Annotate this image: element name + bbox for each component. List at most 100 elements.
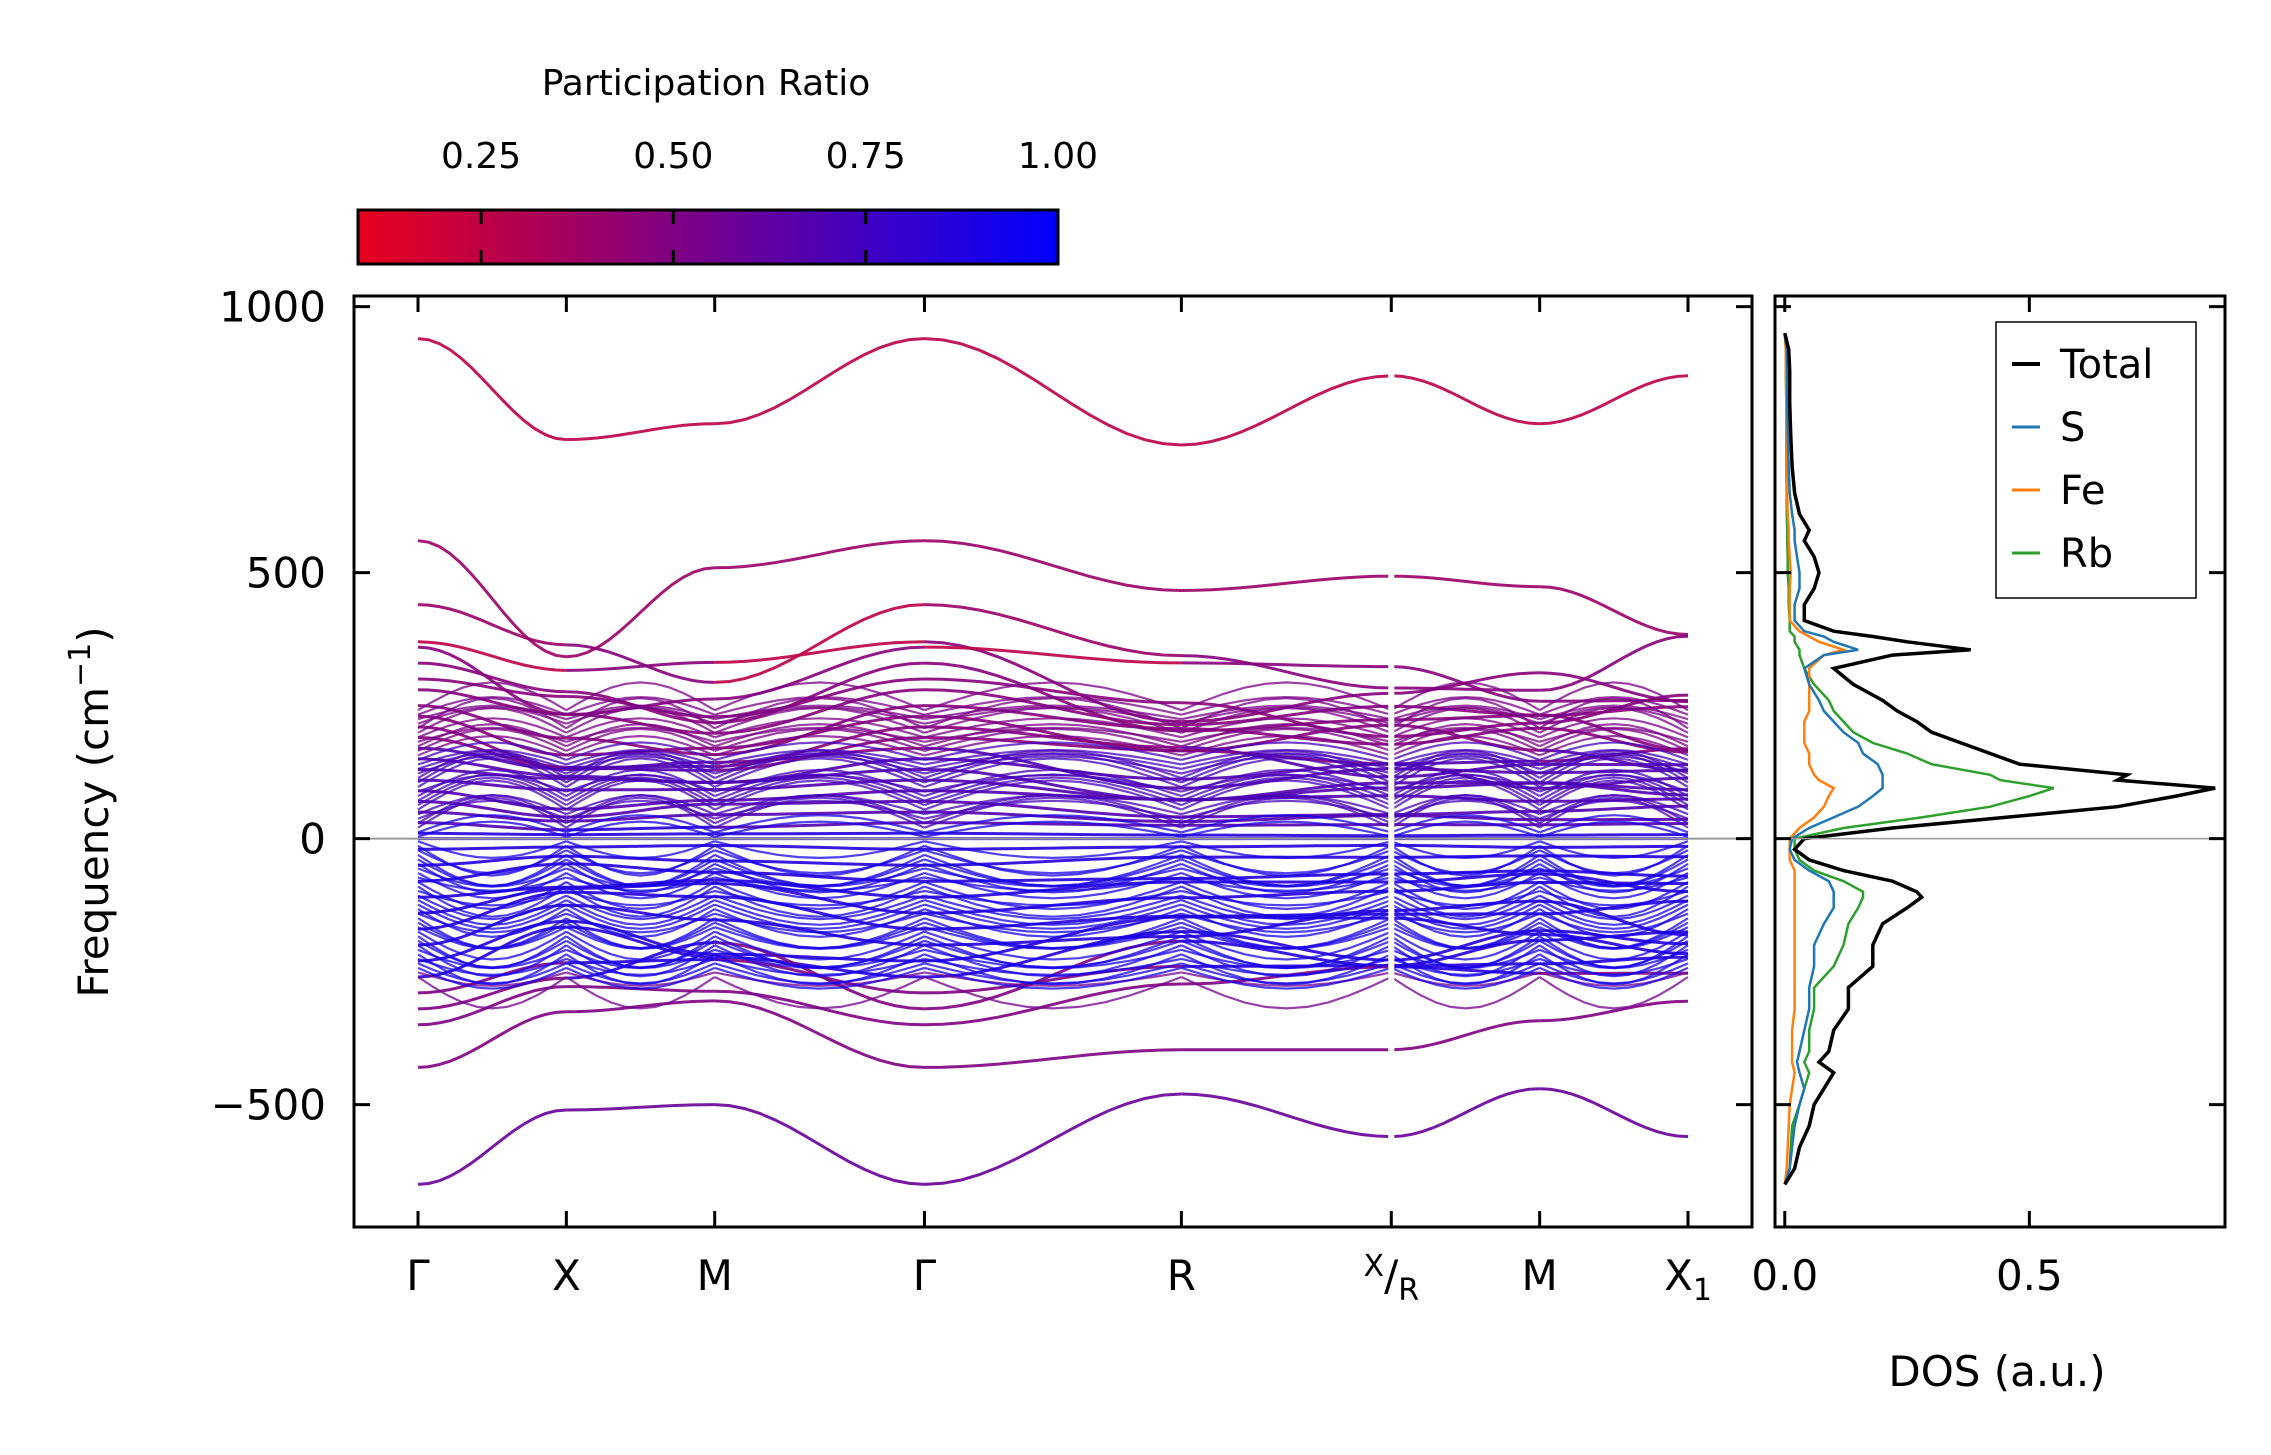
band-segment: [1539, 752, 1689, 770]
band-segment: [1390, 885, 1541, 918]
band-segment: [924, 794, 1182, 816]
band-segment: [1180, 681, 1392, 712]
band-segment: [924, 855, 1182, 867]
band-segment: [924, 880, 1182, 911]
band-segment: [565, 889, 716, 907]
band-segment: [1390, 820, 1541, 838]
band-segment: [418, 831, 567, 837]
band-segment: [924, 935, 1182, 970]
band-segment: [924, 876, 1182, 892]
band-segment: [1539, 741, 1689, 761]
band-segment: [565, 717, 716, 739]
band-segment: [565, 779, 716, 811]
band-segment: [565, 741, 716, 761]
band-segment: [714, 704, 925, 721]
x-tick-label-main: M: [1522, 1251, 1558, 1300]
band-segment: [1539, 881, 1689, 911]
band-segment: [1390, 917, 1541, 950]
band-segment: [714, 894, 925, 921]
colorbar: Participation Ratio 0.25 0.50 0.75 1.00: [356, 63, 1098, 266]
band-segment: [417, 799, 567, 820]
band-segment: [417, 337, 567, 442]
y-tick-label: 0: [299, 815, 326, 864]
band-segment: [1180, 917, 1392, 950]
band-segment: [1181, 695, 1392, 716]
band-segment: [1390, 794, 1541, 816]
band-segment: [1539, 794, 1689, 816]
band-segment: [1180, 844, 1392, 877]
band-segment: [417, 899, 567, 926]
band-segment: [924, 894, 1182, 921]
band-segment: [714, 871, 925, 900]
band-segment: [417, 885, 567, 918]
dos-axes: 0.0 0.5: [1751, 294, 2227, 1300]
band-segment: [1180, 953, 1392, 986]
band-segment: [417, 1010, 567, 1069]
dos-x-tick-label: 0.5: [1996, 1251, 2063, 1300]
band-segment: [1391, 374, 1540, 426]
band-segment: [1539, 734, 1689, 757]
band-segment: [714, 741, 925, 761]
band-segment: [714, 757, 925, 789]
band-segment: [417, 778, 567, 792]
band-segment: [417, 603, 567, 647]
band-segment: [1181, 871, 1392, 900]
band-segment: [714, 748, 925, 766]
band-segment: [1181, 894, 1392, 921]
band-segment: [1181, 939, 1392, 968]
x-tick-label: R: [1167, 1251, 1196, 1300]
band-segment: [1390, 894, 1541, 921]
band-segment: [1539, 889, 1689, 907]
band-segment: [565, 966, 716, 990]
x-tick-label: Γ: [913, 1251, 937, 1300]
band-segment: [924, 734, 1182, 757]
band-segment: [714, 976, 925, 1010]
band-segment: [417, 961, 567, 995]
band-segment: [565, 930, 716, 961]
band-segment: [1539, 776, 1689, 807]
band-segment: [924, 337, 1182, 447]
band-segment: [924, 677, 1182, 705]
legend-label-s: S: [2060, 405, 2085, 451]
band-segment: [565, 796, 716, 829]
band-segment: [417, 661, 567, 694]
band-segment: [1181, 799, 1392, 820]
band-segment: [924, 726, 1182, 743]
band-segment: [1390, 908, 1541, 939]
band-segment: [417, 966, 567, 990]
ylabel-text: Frequency (cm: [69, 687, 118, 998]
band-segment: [1539, 953, 1689, 986]
band-segment: [1390, 844, 1541, 877]
band-segment: [566, 844, 715, 849]
band-segment: [1391, 1019, 1540, 1052]
band-segment: [1539, 894, 1689, 921]
band-segment: [1539, 706, 1689, 725]
band-segment: [1181, 833, 1392, 838]
ylabel-superscript: −1: [63, 643, 98, 687]
band-segment: [714, 820, 925, 838]
band-segment: [417, 862, 567, 894]
x-tick-label-main: X: [552, 1251, 581, 1300]
band-segment: [417, 903, 567, 930]
band-segment: [924, 773, 1182, 793]
band-segment: [417, 752, 567, 770]
band-segment: [1391, 854, 1540, 859]
band-segment: [1539, 966, 1689, 990]
band-segment: [1180, 779, 1392, 811]
band-segment: [714, 880, 925, 911]
band-segment: [565, 957, 716, 977]
band-segment: [714, 734, 925, 757]
band-segment: [417, 889, 567, 907]
band-segment: [417, 645, 567, 717]
band-segment: [566, 832, 715, 837]
band-segment: [1180, 944, 1392, 978]
band-segment: [565, 844, 716, 877]
band-segment: [714, 779, 925, 811]
legend-label-fe: Fe: [2060, 468, 2105, 514]
band-segment: [417, 944, 567, 978]
band-segment: [417, 706, 567, 725]
band-segment: [924, 966, 1182, 990]
band-segment: [1390, 706, 1541, 725]
band-segment: [1539, 844, 1688, 849]
